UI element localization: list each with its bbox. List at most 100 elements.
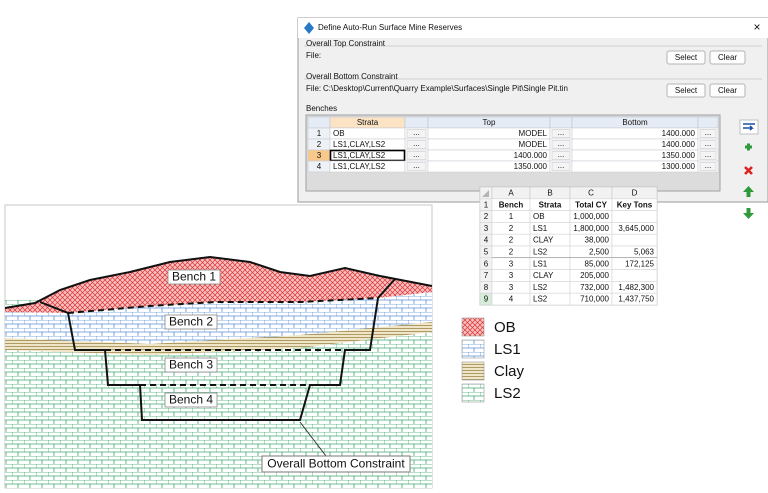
bench-cell: 2 [509, 236, 514, 245]
button-label[interactable]: Clear [718, 53, 737, 62]
key-tons-cell: 1,482,300 [618, 283, 654, 292]
ground-surface [4, 255, 433, 309]
ellipsis-label[interactable]: ... [558, 139, 565, 148]
strata-cell: LS1,CLAY,LS2 [333, 162, 386, 171]
group-label: Overall Top Constraint [306, 39, 386, 48]
pit-outline [39, 278, 396, 421]
corner-mark [482, 190, 489, 197]
total-cy-cell: 732,000 [580, 283, 609, 292]
button-frame[interactable] [709, 50, 746, 65]
button-frame[interactable] [666, 83, 706, 98]
ellipsis-label[interactable]: ... [413, 150, 420, 159]
row-number: 5 [484, 248, 489, 257]
bench-cell: 1 [509, 212, 514, 221]
button-label[interactable]: Clear [718, 86, 737, 95]
ellipsis-button[interactable] [406, 129, 427, 138]
legend-label: OB [494, 319, 516, 336]
ellipsis-button[interactable] [406, 151, 427, 160]
select-button[interactable]: Select [666, 50, 706, 65]
callout-label: Overall Bottom Constraint [267, 457, 405, 471]
column-header: Strata [357, 118, 379, 127]
strata-cell: LS2 [533, 248, 548, 257]
button-label[interactable]: Select [675, 86, 698, 95]
ellipsis-button[interactable] [406, 140, 427, 149]
row-number: 4 [484, 236, 489, 245]
clear-button[interactable]: Clear [709, 50, 746, 65]
cell [611, 210, 658, 223]
ellipsis-label[interactable]: ... [558, 128, 565, 137]
ellipsis-label[interactable]: ... [705, 128, 712, 137]
ellipsis-button[interactable] [699, 140, 717, 149]
total-cy-cell: 1,800,000 [573, 224, 609, 233]
ellipsis-button[interactable] [699, 129, 717, 138]
dialog: Define Auto-Run Surface Mine Reserves × … [297, 17, 768, 219]
strata-cell: LS2 [533, 295, 548, 304]
ellipsis-label[interactable]: ... [558, 150, 565, 159]
group-label: Overall Bottom Constraint [306, 72, 398, 81]
strata-cell: LS1,CLAY,LS2 [333, 151, 386, 160]
bench-labels: Bench 1 Bench 2 Bench 3 Bench 4 [164, 269, 221, 408]
clear-button[interactable]: Clear [709, 83, 746, 98]
ellipsis-button[interactable] [551, 162, 571, 171]
add-button[interactable] [745, 143, 752, 151]
button-frame[interactable] [709, 83, 746, 98]
ellipsis-button[interactable] [699, 162, 717, 171]
ellipsis-button[interactable] [699, 151, 717, 160]
key-tons-cell: 3,645,000 [618, 224, 654, 233]
delete-button[interactable] [744, 166, 753, 175]
top-cell: MODEL [519, 140, 548, 149]
label-box [164, 392, 218, 408]
strata-cell: CLAY [533, 236, 554, 245]
cell [611, 269, 658, 282]
bench-cell: 2 [509, 224, 514, 233]
ellipsis-label[interactable]: ... [413, 139, 420, 148]
column-header: Bottom [622, 118, 648, 127]
row-number: 1 [484, 200, 489, 209]
move-down-button[interactable] [743, 208, 754, 219]
bench-label: Bench 1 [172, 270, 216, 284]
ellipsis-label[interactable]: ... [705, 161, 712, 170]
row-number: 3 [484, 224, 489, 233]
legend-label: LS1 [494, 341, 521, 358]
legend-label: Clay [494, 363, 525, 380]
strata-cell: OB [333, 129, 345, 138]
ellipsis-button[interactable] [406, 162, 427, 171]
row-number: 1 [317, 129, 322, 138]
move-up-button[interactable] [743, 186, 754, 197]
ellipsis-button[interactable] [551, 140, 571, 149]
ellipsis-button[interactable] [551, 129, 571, 138]
column-header: Top [483, 118, 496, 127]
ob-layer [5, 257, 432, 313]
total-cy-cell: 85,000 [585, 259, 610, 268]
file-path: C:\Desktop\Current\Quarry Example\Surfac… [323, 84, 568, 93]
select-button[interactable]: Select [666, 83, 706, 98]
close-button[interactable]: × [753, 20, 760, 34]
ellipsis-label[interactable]: ... [705, 150, 712, 159]
icon-frame[interactable] [739, 119, 759, 135]
bench-label: Bench 2 [169, 315, 213, 329]
ellipsis-label[interactable]: ... [705, 139, 712, 148]
row-number: 2 [317, 140, 322, 149]
button-label[interactable]: Select [675, 53, 698, 62]
clay-layer [5, 322, 432, 355]
strata-cell: LS1 [533, 224, 548, 233]
ellipsis-label[interactable]: ... [413, 128, 420, 137]
ellipsis-label[interactable]: ... [558, 161, 565, 170]
button-frame[interactable] [666, 50, 706, 65]
benches-grid: Strata Top Bottom 1 OB MODEL 1400.000.........… [307, 116, 719, 173]
title-bar [298, 18, 768, 38]
ellipsis-button[interactable] [551, 151, 571, 160]
field-label: File: [306, 84, 321, 93]
key-tons-cell: 5,063 [634, 248, 655, 257]
total-cy-cell: 2,500 [589, 248, 610, 257]
label-box [164, 314, 218, 330]
ellipsis-label[interactable]: ... [413, 161, 420, 170]
icon[interactable] [743, 123, 755, 131]
toolbar [739, 119, 759, 219]
insert-button[interactable] [739, 119, 759, 135]
top-cell: 1400.000 [514, 151, 548, 160]
total-cy-cell: 1,000,000 [573, 212, 609, 221]
callout-line [299, 421, 327, 457]
cross-section: Bench 1 Bench 2 Bench 3 Bench 4 Overall Bot… [4, 204, 433, 489]
